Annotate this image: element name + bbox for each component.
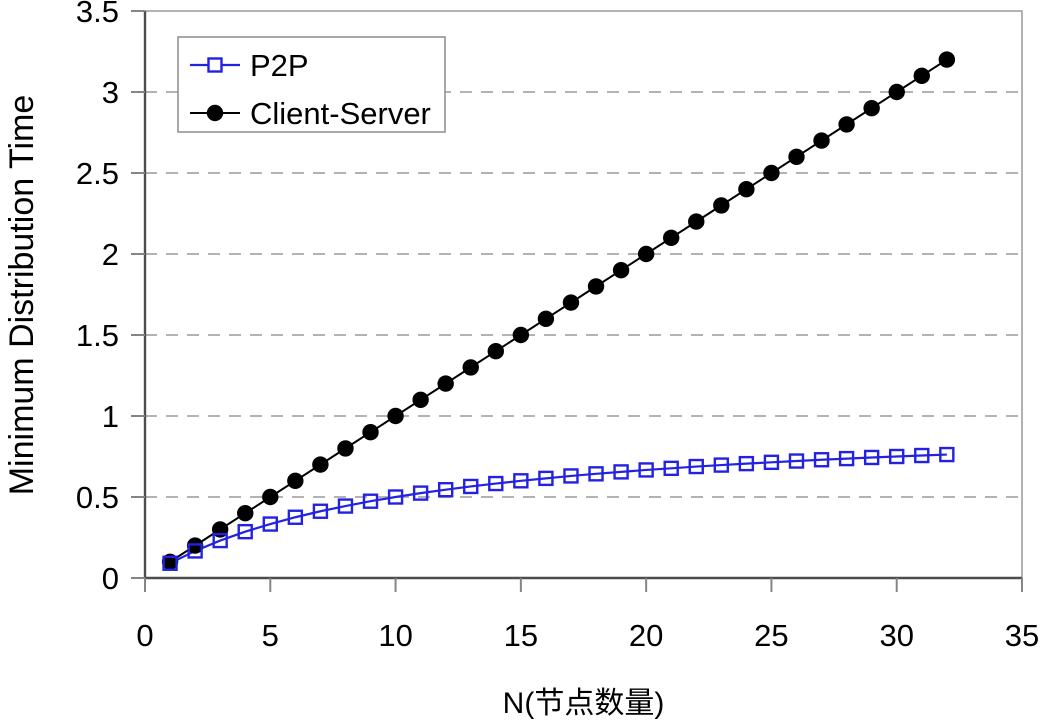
- p2p-marker: [763, 454, 780, 471]
- p2p-marker: [312, 503, 329, 519]
- p2p-marker: [588, 466, 604, 482]
- y-tick-label-0: 0: [102, 561, 119, 596]
- client-server-marker: [587, 278, 605, 295]
- p2p-line: [169, 453, 947, 565]
- p2p-marker: [613, 464, 629, 480]
- x-tick-label-10: 10: [378, 618, 412, 653]
- x-axis-title: N(节点数量): [502, 687, 665, 720]
- x-tick-label-30: 30: [879, 618, 913, 653]
- x-tick-label-25: 25: [754, 618, 788, 653]
- p2p-marker: [162, 555, 178, 571]
- client-server-marker: [688, 213, 705, 230]
- client-server-marker: [663, 229, 680, 246]
- client-server-marker: [237, 505, 254, 522]
- p2p-marker: [437, 482, 454, 498]
- p2p-marker: [738, 455, 755, 472]
- p2p-marker: [813, 452, 830, 468]
- x-tick-label-15: 15: [504, 618, 538, 653]
- client-server-marker: [412, 391, 429, 408]
- y-tick-label-3: 3: [102, 75, 119, 110]
- p2p-marker: [538, 470, 554, 487]
- legend-p2p-label: P2P: [250, 48, 309, 83]
- p2p-marker: [362, 493, 379, 509]
- p2p-marker: [513, 473, 529, 489]
- p2p-marker: [488, 475, 504, 492]
- client-server-marker: [537, 310, 555, 327]
- y-tick-label-1: 1: [102, 399, 119, 434]
- client-server-marker: [863, 100, 880, 117]
- client-server-marker: [312, 456, 329, 473]
- p2p-marker: [663, 460, 679, 477]
- client-server-marker: [562, 294, 580, 311]
- p2p-marker: [563, 468, 579, 484]
- client-server-marker: [287, 472, 304, 489]
- client-server-marker: [888, 83, 905, 101]
- legend-client-server-label: Client-Server: [250, 96, 431, 131]
- client-server-marker: [437, 375, 454, 392]
- x-tick-label-35: 35: [1005, 618, 1039, 653]
- p2p-marker: [287, 509, 304, 525]
- client-server-marker: [813, 132, 830, 149]
- y-tick-label-2: 2: [102, 237, 119, 272]
- client-server-marker: [387, 407, 404, 425]
- y-tick-label-1.5: 1.5: [76, 318, 119, 353]
- y-tick-label-3.5: 3.5: [76, 0, 119, 29]
- legend-client-server-marker: [206, 104, 224, 122]
- p2p-marker: [262, 516, 278, 532]
- y-tick-label-2.5: 2.5: [76, 156, 119, 191]
- client-server-marker: [262, 488, 279, 506]
- p2p-marker: [889, 448, 905, 465]
- client-server-marker: [763, 164, 780, 182]
- p2p-marker: [463, 478, 479, 495]
- p2p-marker: [688, 458, 704, 475]
- client-server-marker: [487, 343, 504, 360]
- p2p-marker: [939, 446, 955, 463]
- x-tick-label-5: 5: [262, 618, 279, 653]
- x-tick-label-20: 20: [629, 618, 663, 653]
- p2p-marker: [863, 449, 880, 466]
- p2p-marker: [212, 532, 228, 549]
- client-server-marker: [362, 424, 379, 441]
- client-server-marker: [788, 148, 805, 165]
- legend-p2p-marker: [207, 57, 223, 73]
- p2p-marker: [914, 447, 930, 464]
- p2p-marker: [713, 457, 730, 473]
- x-tick-label-0: 0: [136, 618, 153, 653]
- p2p-marker: [838, 450, 855, 467]
- p2p-marker: [638, 462, 654, 478]
- client-server-marker: [637, 245, 655, 263]
- p2p-marker: [412, 485, 429, 501]
- client-server-marker: [462, 359, 479, 376]
- p2p-marker: [788, 453, 805, 469]
- client-server-marker: [838, 116, 855, 133]
- client-server-marker: [938, 51, 956, 68]
- client-server-marker: [337, 440, 354, 457]
- y-axis-title: Minimum Distribution Time: [3, 94, 41, 496]
- client-server-marker: [612, 262, 630, 279]
- client-server-marker: [713, 197, 730, 214]
- y-tick-label-0.5: 0.5: [76, 480, 119, 515]
- p2p-marker: [237, 523, 253, 540]
- client-server-marker: [512, 326, 530, 344]
- client-server-marker: [738, 181, 755, 198]
- p2p-marker: [187, 543, 203, 559]
- p2p-marker: [337, 498, 354, 514]
- p2p-marker: [387, 489, 404, 505]
- client-server-marker: [913, 67, 930, 85]
